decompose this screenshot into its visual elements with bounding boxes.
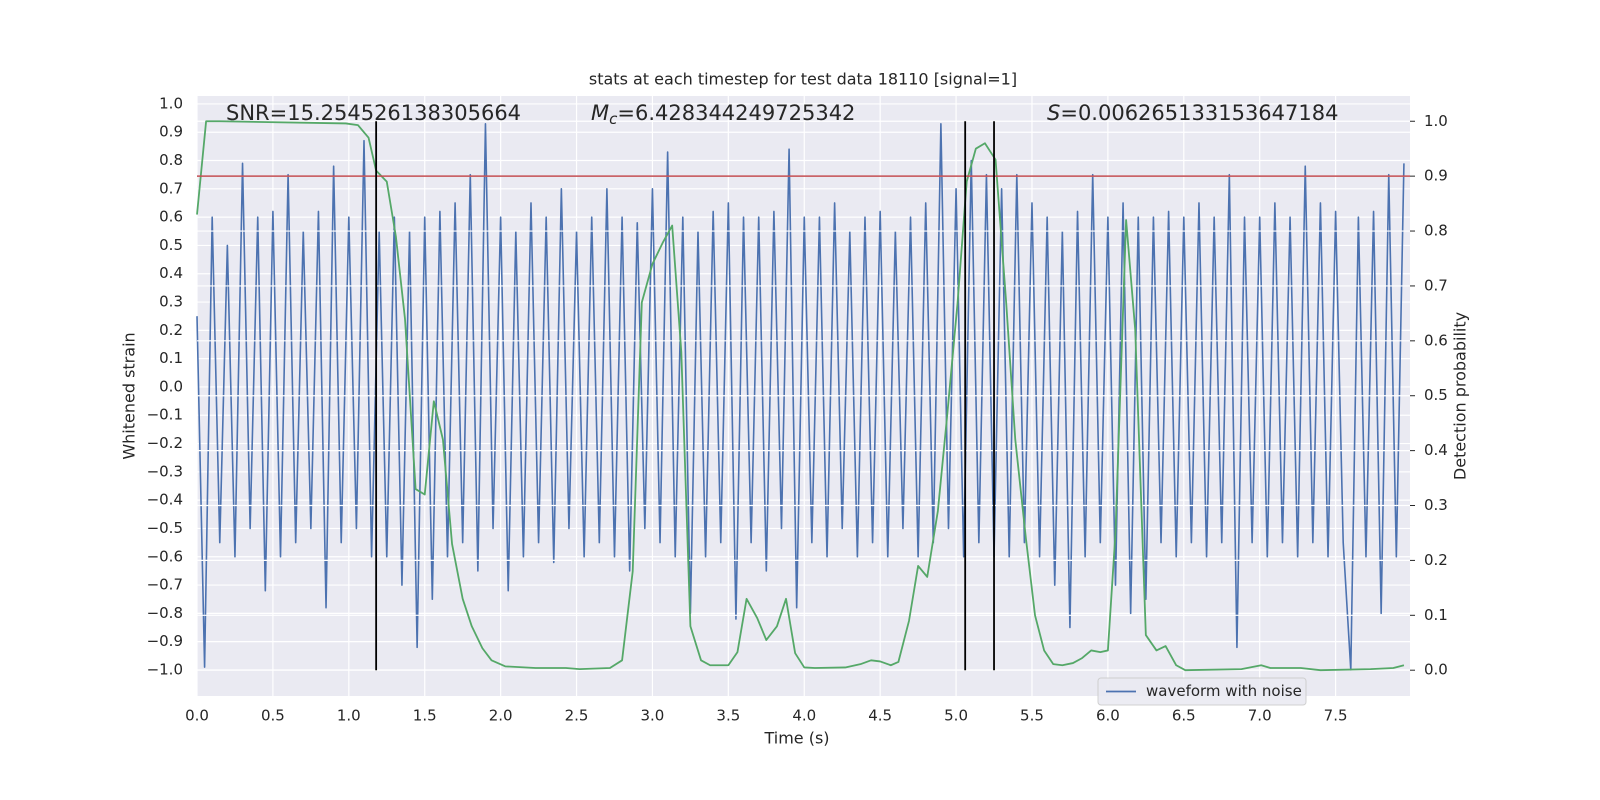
- y-tick-label: −0.2: [147, 434, 183, 452]
- waveform-line: [196, 122, 1405, 671]
- y-tick-label: 0.1: [159, 349, 183, 367]
- annotation-subscript: c: [609, 110, 618, 128]
- annotation-text: =6.428344249725342: [617, 101, 855, 125]
- y2-tick-label: 0.4: [1424, 441, 1448, 459]
- x-tick-label: 4.0: [792, 707, 816, 725]
- x-tick-label: 1.5: [413, 707, 437, 725]
- y-tick-label: 0.9: [159, 123, 183, 141]
- annotation-symbol: M: [591, 101, 609, 125]
- annotation-symbol: S: [1047, 101, 1060, 125]
- y-tick-label: 0.0: [159, 377, 183, 395]
- y2-tick-label: 0.5: [1424, 386, 1448, 404]
- y-tick-label: 1.0: [159, 94, 183, 112]
- y2-tick-label: 0.6: [1424, 331, 1448, 349]
- y-tick-label: −0.3: [147, 462, 183, 480]
- y-tick-label: −0.7: [147, 576, 183, 594]
- x-tick-label: 5.0: [944, 707, 968, 725]
- y-tick-label: 0.5: [159, 236, 183, 254]
- y-tick-label: 0.4: [159, 264, 183, 282]
- x-tick-label: 3.0: [641, 707, 665, 725]
- chart-title: stats at each timestep for test data 181…: [589, 70, 1017, 89]
- x-tick-label: 1.0: [337, 707, 361, 725]
- y2-tick-label: 1.0: [1424, 112, 1448, 130]
- y2-tick-label: 0.8: [1424, 222, 1448, 240]
- y-tick-label: −0.9: [147, 632, 183, 650]
- y-tick-label: 0.6: [159, 208, 183, 226]
- x-tick-label: 5.5: [1020, 707, 1044, 725]
- x-tick-label: 4.5: [868, 707, 892, 725]
- x-tick-label: 0.5: [261, 707, 285, 725]
- x-tick-label: 0.0: [185, 707, 209, 725]
- x-tick-label: 2.5: [565, 707, 589, 725]
- y-axis-label: Whitened strain: [120, 332, 139, 459]
- y-tick-label: −0.5: [147, 519, 183, 537]
- y2-tick-label: 0.2: [1424, 551, 1448, 569]
- x-tick-label: 7.0: [1248, 707, 1272, 725]
- y-tick-label: 0.3: [159, 293, 183, 311]
- x-tick-label: 7.5: [1324, 707, 1348, 725]
- y-tick-label: 0.2: [159, 321, 183, 339]
- y2-tick-label: 0.1: [1424, 606, 1448, 624]
- y2-tick-label: 0.3: [1424, 496, 1448, 514]
- y-tick-label: −1.0: [147, 660, 183, 678]
- y-tick-label: 0.7: [159, 179, 183, 197]
- probability-line: [196, 120, 1405, 672]
- y-tick-label: −0.1: [147, 406, 183, 424]
- y-tick-label: −0.8: [147, 604, 183, 622]
- y2-tick-label: 0.9: [1424, 167, 1448, 185]
- y-tick-label: −0.4: [147, 491, 183, 509]
- legend-box: [1097, 677, 1307, 706]
- x-axis-label: Time (s): [763, 729, 829, 748]
- annotation: Mc=6.428344249725342: [591, 101, 855, 128]
- annotation-text: =0.006265133153647184: [1060, 101, 1338, 125]
- y2-tick-label: 0.7: [1424, 276, 1448, 294]
- x-tick-label: 3.5: [716, 707, 740, 725]
- annotation: SNR=15.254526138305664: [226, 101, 521, 125]
- y-tick-label: 0.8: [159, 151, 183, 169]
- x-tick-label: 6.5: [1172, 707, 1196, 725]
- y-tick-label: −0.6: [147, 547, 183, 565]
- legend-label: waveform with noise: [1146, 682, 1302, 700]
- y2-axis-label: Detection probability: [1451, 312, 1470, 480]
- x-tick-label: 2.0: [489, 707, 513, 725]
- annotation: S=0.006265133153647184: [1047, 101, 1338, 125]
- annotation-text: SNR=15.254526138305664: [226, 101, 521, 125]
- y2-tick-label: 0.0: [1424, 661, 1448, 679]
- x-tick-label: 6.0: [1096, 707, 1120, 725]
